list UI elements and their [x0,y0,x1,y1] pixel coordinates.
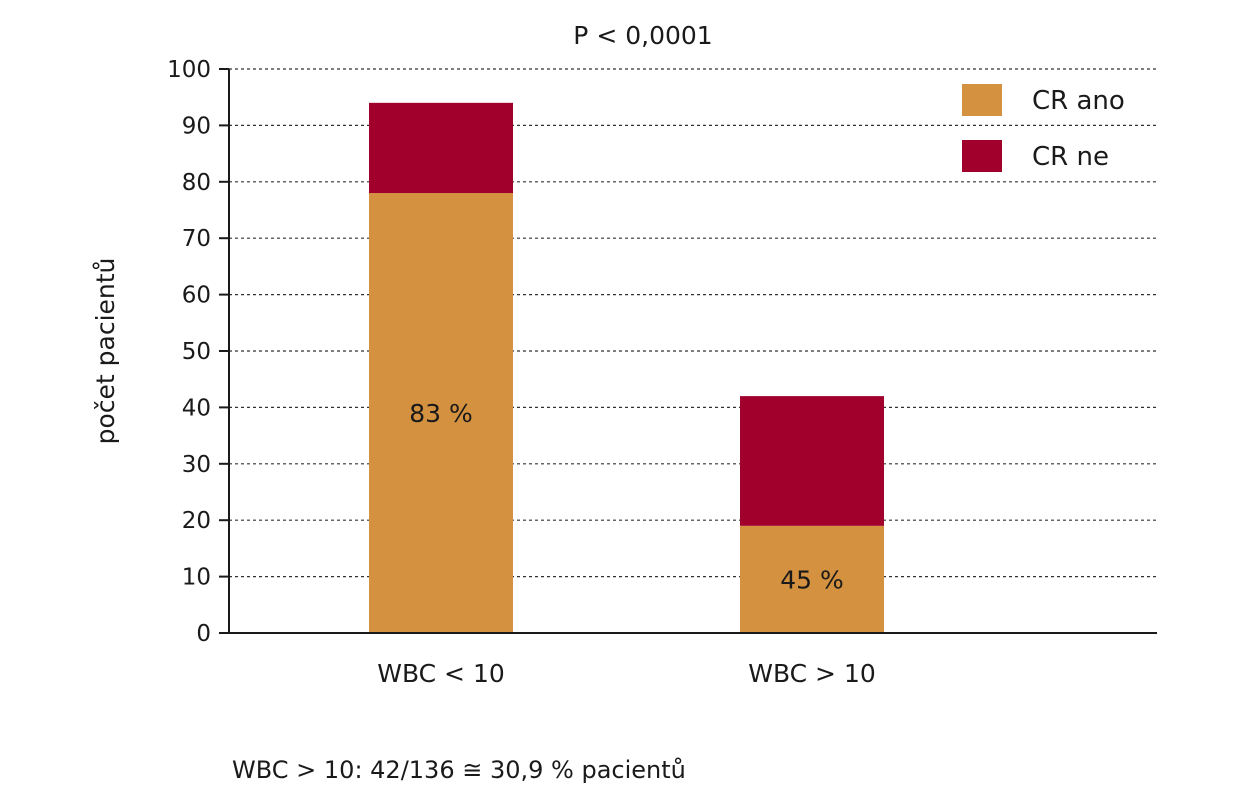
y-tick-label-30: 30 [182,452,211,478]
bars [369,102,884,633]
x-category-label-wbc-10: WBC < 10 [377,659,505,688]
y-tick-label-0: 0 [196,621,211,647]
bar-wbc-10-cr-ne [369,102,513,194]
y-tick-label-90: 90 [182,113,211,139]
y-tick-label-60: 60 [182,283,211,309]
bar-data-label-wbc-10: 83 % [409,399,473,428]
y-tick-label-80: 80 [182,170,211,196]
legend-label-cr-ano: CR ano [1032,86,1125,116]
y-axis-label: počet pacientů [91,258,120,445]
y-tick-label-100: 100 [167,57,211,83]
axes: 0 10 20 30 40 50 60 70 80 90 100 [167,57,1157,647]
x-category-label-wbc-10: WBC > 10 [748,659,876,688]
y-tick-label-50: 50 [182,339,211,365]
labels: 83 % WBC < 10 45 % WBC > 10 [377,399,876,688]
legend: CR ano CR ne [962,84,1125,172]
y-tick-label-70: 70 [182,226,211,252]
y-tick-label-40: 40 [182,395,211,421]
bar-wbc-10-cr-ne [740,396,884,526]
legend-swatch-cr-ano [962,84,1002,116]
gridlines [229,68,1157,578]
bar-wbc-10-cr-ano [369,193,513,633]
legend-label-cr-ne: CR ne [1032,142,1109,172]
bar-wbc-10-cr-ano [740,525,884,633]
bar-data-label-wbc-10: 45 % [780,565,844,594]
y-tick-label-10: 10 [182,565,211,591]
y-tick-label-20: 20 [182,508,211,534]
footnote: WBC > 10: 42/136 ≅ 30,9 % pacientů [232,756,686,784]
chart-title: P < 0,0001 [573,21,712,50]
legend-swatch-cr-ne [962,140,1002,172]
